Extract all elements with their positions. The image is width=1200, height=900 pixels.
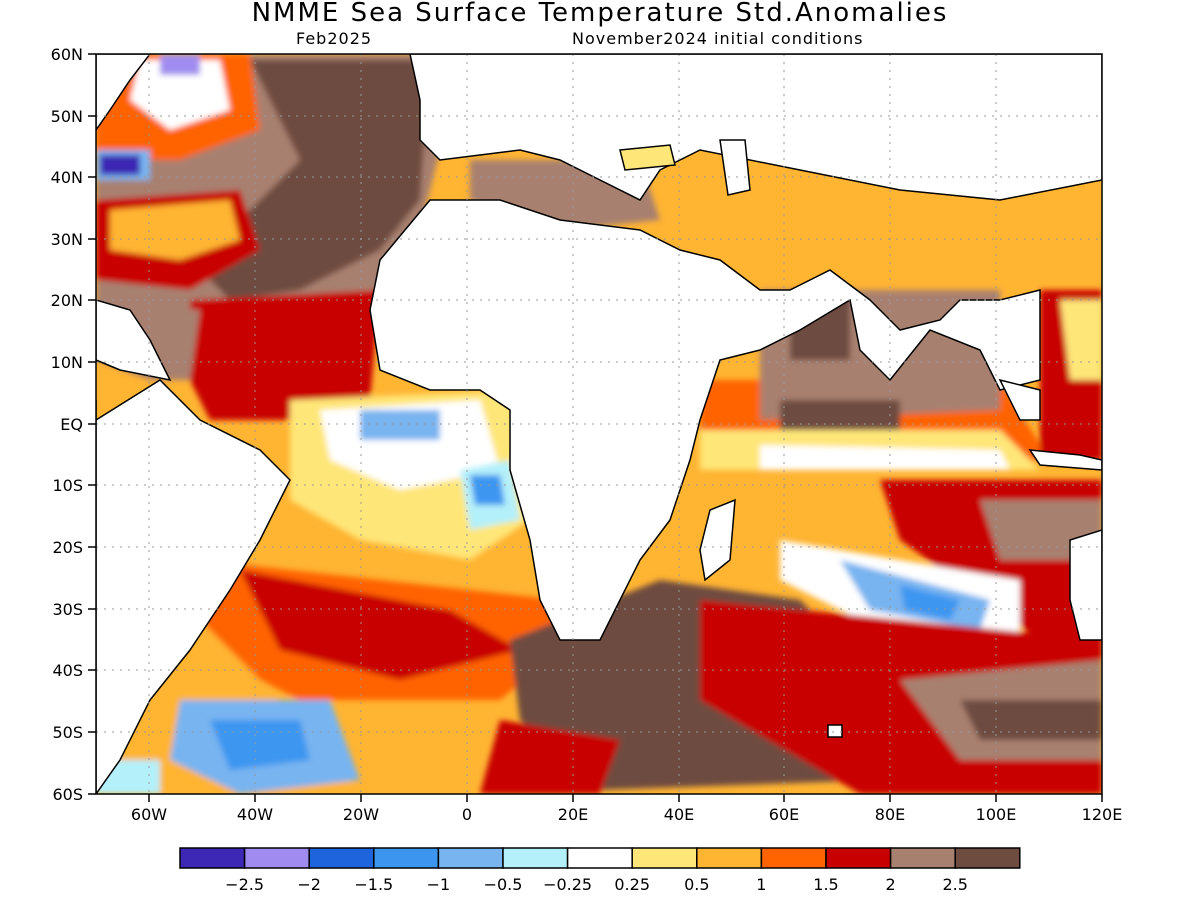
colorbar-label: 2	[886, 875, 896, 894]
lat-label: 50N	[51, 107, 83, 126]
lat-label: 20N	[51, 291, 83, 310]
colorbar-swatch	[437, 847, 504, 869]
colorbar-swatch	[502, 847, 569, 869]
lat-label: 30N	[51, 230, 83, 249]
colorbar-swatch	[308, 847, 375, 869]
colorbar-swatch	[566, 847, 633, 869]
colorbar-label: 1	[756, 875, 766, 894]
lat-label: 60N	[51, 45, 83, 64]
lon-label: 100E	[976, 805, 1017, 824]
lat-label: EQ	[60, 415, 83, 434]
lat-label: 10N	[51, 353, 83, 372]
colorbar-label: −1.5	[354, 875, 393, 894]
lon-label: 40E	[664, 805, 694, 824]
colorbar-swatch	[631, 847, 698, 869]
longitude-labels: 60W 40W 20W 0 20E 40E 60E 80E 100E 120E	[131, 805, 1122, 824]
colorbar-swatch	[373, 847, 440, 869]
lat-label: 60S	[52, 785, 83, 804]
lat-label: 30S	[52, 600, 83, 619]
lat-label: 10S	[52, 476, 83, 495]
colorbar-swatch	[889, 847, 956, 869]
axis-ticks	[88, 53, 1103, 802]
forecast-month: Feb2025	[296, 29, 373, 48]
colorbar-label: −0.5	[484, 875, 523, 894]
colorbar-label: 0.25	[614, 875, 650, 894]
lon-label: 20W	[343, 805, 379, 824]
colorbar-swatch	[954, 847, 1021, 869]
colorbar-swatch	[179, 847, 246, 869]
lat-label: 20S	[52, 538, 83, 557]
initial-conditions: November2024 initial conditions	[572, 29, 864, 48]
lon-label: 120E	[1082, 805, 1123, 824]
colorbar-swatch	[760, 847, 827, 869]
lon-label: 60W	[131, 805, 167, 824]
lat-label: 40S	[52, 661, 83, 680]
lon-label: 60E	[769, 805, 799, 824]
colorbar	[179, 847, 1021, 869]
lat-label: 50S	[52, 723, 83, 742]
map-title: NMME Sea Surface Temperature Std.Anomali…	[251, 0, 949, 28]
lon-label: 0	[462, 805, 472, 824]
latitude-labels: 60N 50N 40N 30N 20N 10N EQ 10S 20S 30S 4…	[51, 45, 83, 804]
colorbar-swatch	[696, 847, 763, 869]
lon-label: 40W	[237, 805, 273, 824]
lon-label: 20E	[558, 805, 588, 824]
colorbar-label: 2.5	[942, 875, 967, 894]
lon-label: 80E	[875, 805, 905, 824]
colorbar-label: −1	[427, 875, 451, 894]
colorbar-label: 0.5	[684, 875, 709, 894]
colorbar-label: 1.5	[813, 875, 838, 894]
colorbar-swatch	[825, 847, 892, 869]
colorbar-label: −0.25	[543, 875, 592, 894]
sst-anomaly-field	[96, 54, 1102, 794]
colorbar-label: −2.5	[225, 875, 264, 894]
colorbar-swatch	[243, 847, 310, 869]
gridlines	[96, 54, 1102, 794]
colorbar-label: −2	[297, 875, 321, 894]
lat-label: 40N	[51, 168, 83, 187]
landmass	[96, 54, 1102, 794]
colorbar-labels: −2.5 −2 −1.5 −1 −0.5 −0.25 0.25 0.5 1 1.5 2 2.5	[225, 875, 968, 894]
